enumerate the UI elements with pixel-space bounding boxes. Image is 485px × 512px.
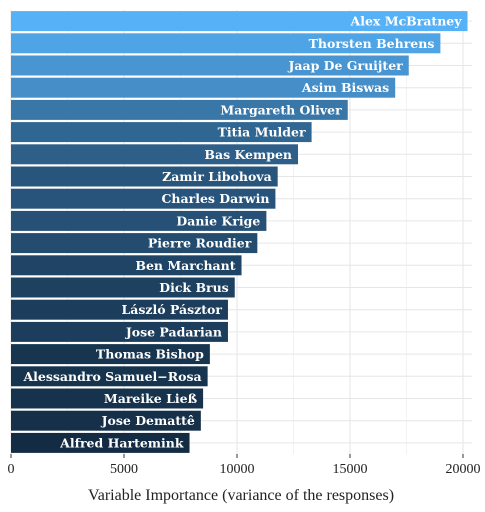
x-axis: 0 5000 10000 15000 20000: [8, 454, 481, 477]
grid: [10, 10, 472, 454]
bar-label: Titia Mulder: [218, 125, 306, 140]
bar: [11, 55, 409, 76]
bar-label: László Pásztor: [121, 302, 222, 317]
bar: [11, 11, 468, 32]
bar: [11, 144, 299, 165]
bar-label: Alessandro Samuel−Rosa: [22, 369, 201, 384]
x-tick-label: 10000: [220, 462, 255, 477]
bar: [11, 344, 210, 365]
bar: [11, 166, 278, 187]
bar-label: Jose Padarian: [125, 324, 222, 339]
bar: [11, 122, 312, 143]
bar-label: Pierre Roudier: [148, 236, 252, 251]
bar-label: Jose Demattê: [101, 413, 195, 428]
bar: [11, 277, 235, 298]
bar-label: Asim Biswas: [301, 80, 389, 95]
bar: [11, 366, 208, 387]
bar-label: Dick Brus: [159, 280, 229, 295]
bar-label: Bas Kempen: [204, 147, 292, 162]
bar-label: Alex McBratney: [350, 14, 463, 29]
bar: [11, 410, 201, 431]
bar: [11, 233, 258, 254]
bar: [11, 388, 204, 409]
x-tick-label: 5000: [110, 462, 138, 477]
bar: [11, 299, 228, 320]
bar: [11, 33, 441, 54]
x-tick-label: 20000: [446, 462, 481, 477]
bar: [11, 321, 228, 342]
bar-label: Ben Marchant: [135, 258, 235, 273]
bar-label: Danie Krige: [176, 213, 260, 228]
x-tick-label: 15000: [333, 462, 368, 477]
bar: [11, 255, 242, 276]
bar-label: Margareth Oliver: [220, 102, 342, 117]
bar-label: Alfred Hartemink: [59, 435, 184, 450]
bars: [11, 11, 468, 453]
bar: [11, 77, 396, 98]
bar-label: Thomas Bishop: [96, 347, 204, 362]
bar-label: Mareike Ließ: [104, 391, 198, 406]
bar-label: Jaap De Gruijter: [287, 58, 403, 73]
x-tick-label: 0: [8, 462, 15, 477]
bar-label: Thorsten Behrens: [309, 36, 435, 51]
bar-label: Zamir Libohova: [162, 169, 272, 184]
bar: [11, 210, 267, 231]
bar-labels: Alex McBratney Thorsten Behrens Jaap De Gr…: [22, 14, 462, 451]
bar: [11, 99, 348, 120]
x-axis-title: Variable Importance (variance of the res…: [88, 487, 394, 504]
bar-label: Charles Darwin: [161, 191, 269, 206]
bar: [11, 432, 190, 453]
bar: [11, 188, 276, 209]
